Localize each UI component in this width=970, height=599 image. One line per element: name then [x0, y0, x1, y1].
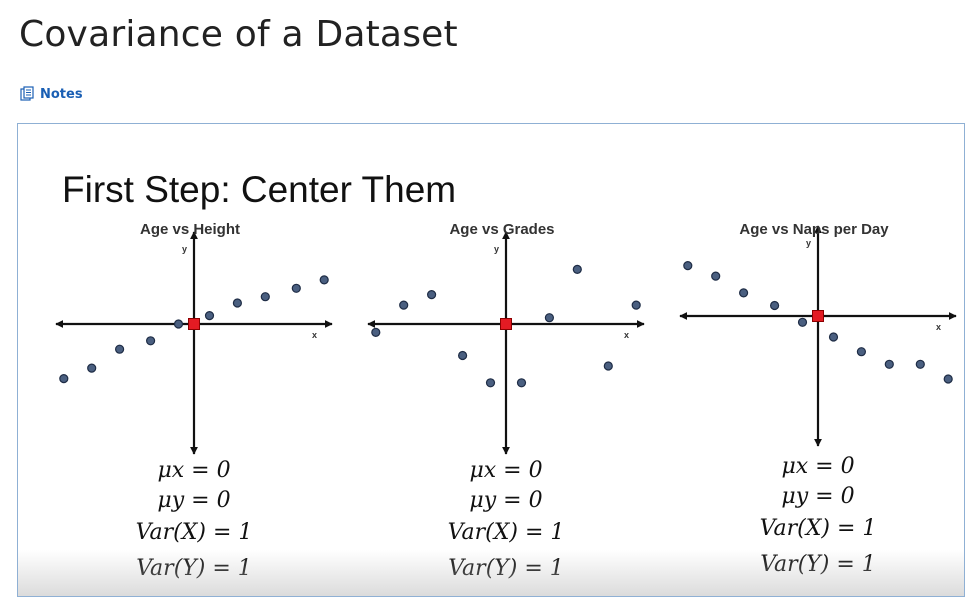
data-point [631, 300, 641, 310]
stat-var-x: Var(X) = 1 [135, 520, 253, 545]
chart-title: Age vs Naps per Day [739, 221, 889, 238]
data-point [683, 261, 693, 271]
data-point [769, 300, 780, 311]
data-point [427, 290, 437, 300]
data-point [399, 300, 409, 310]
data-point [884, 359, 894, 369]
data-point [797, 317, 808, 327]
stats-block-3: μx = 0 μy = 0 Var(X) = 1 Var(Y) = 1 [718, 456, 918, 586]
centroid-marker [500, 318, 512, 330]
notes-link[interactable]: Notes [20, 86, 83, 102]
data-point [204, 311, 215, 321]
data-point [828, 332, 839, 342]
stat-mu-y: μy = 0 [781, 484, 855, 509]
chart-title: Age vs Grades [449, 221, 554, 238]
stat-var-y: Var(Y) = 1 [136, 556, 252, 581]
page-title: Covariance of a Dataset [19, 14, 458, 55]
data-point [371, 327, 381, 337]
centroid-marker [188, 318, 200, 330]
data-point [260, 292, 270, 302]
stat-var-x: Var(X) = 1 [447, 520, 565, 545]
y-axis-label: y [182, 244, 187, 254]
data-point [943, 374, 953, 384]
stats-block-2: μx = 0 μy = 0 Var(X) = 1 Var(Y) = 1 [406, 460, 606, 590]
slide-heading: First Step: Center Them [62, 169, 456, 210]
data-point [711, 271, 721, 281]
data-point [856, 347, 867, 357]
y-axis-label: y [494, 244, 499, 254]
data-point [915, 359, 925, 369]
data-point [319, 275, 329, 285]
x-axis-label: x [624, 330, 629, 340]
stat-mu-x: μx = 0 [781, 454, 855, 479]
stat-mu-x: μx = 0 [469, 458, 543, 483]
stats-block-1: μx = 0 μy = 0 Var(X) = 1 Var(Y) = 1 [94, 460, 294, 590]
data-point [87, 363, 97, 373]
notes-label: Notes [40, 86, 83, 102]
stat-var-y: Var(Y) = 1 [760, 552, 876, 577]
data-point [516, 378, 527, 388]
data-point [544, 313, 555, 323]
scatter-chart-2: x y Age vs Grades [367, 221, 645, 455]
data-point [738, 288, 749, 298]
scatter-chart-1: x y Age vs Height [55, 221, 333, 455]
x-axis-label: x [936, 322, 941, 332]
stat-var-y: Var(Y) = 1 [448, 556, 564, 581]
data-point [59, 374, 69, 384]
data-point [291, 283, 301, 293]
data-point [232, 298, 242, 308]
data-point [173, 319, 184, 329]
x-axis-label: x [312, 330, 317, 340]
data-point [146, 336, 156, 346]
centroid-marker [812, 310, 824, 322]
stat-mu-y: μy = 0 [157, 488, 231, 513]
slide-viewer[interactable]: First Step: Center Them x y Age vs Height x… [17, 123, 965, 597]
stat-mu-x: μx = 0 [157, 458, 231, 483]
stat-mu-y: μy = 0 [469, 488, 543, 513]
data-point [603, 361, 613, 371]
data-point [458, 350, 468, 361]
notes-icon [20, 86, 34, 102]
data-point [114, 344, 125, 354]
data-point [572, 264, 582, 274]
chart-title: Age vs Height [140, 221, 240, 238]
stat-var-x: Var(X) = 1 [759, 516, 877, 541]
y-axis-label: y [806, 238, 811, 248]
data-point [485, 378, 496, 388]
